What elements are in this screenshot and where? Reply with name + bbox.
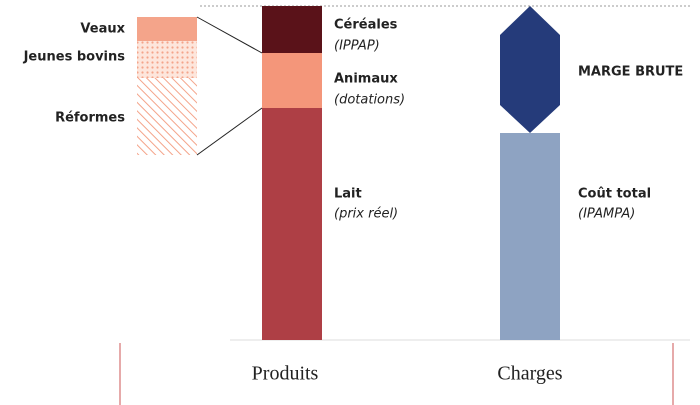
cost-name: Coût total (578, 187, 651, 202)
segment-name: Céréales (334, 18, 398, 33)
connector (196, 16, 263, 54)
animaux-block (262, 53, 322, 108)
segment-note: (IPPAP) (334, 39, 380, 54)
column-label: Produits (252, 363, 319, 385)
marge-shape (500, 6, 560, 133)
reformes-block (137, 78, 197, 155)
margin-label: MARGE BRUTE (578, 65, 683, 80)
cereales-block (262, 6, 322, 53)
cout-block (500, 133, 560, 340)
detail-label: Jeunes bovins (23, 50, 126, 65)
detail-label: Veaux (80, 22, 125, 37)
segment-name: Lait (334, 187, 362, 202)
segment-note: (prix réel) (334, 207, 398, 222)
detail-label: Réformes (55, 111, 125, 126)
jeunes-bovins-block (137, 41, 197, 78)
cost-note: (IPAMPA) (578, 207, 635, 222)
segment-note: (dotations) (334, 93, 405, 108)
lait-block (262, 108, 322, 340)
segment-name: Animaux (334, 72, 398, 87)
column-label: Charges (497, 363, 562, 385)
connector (196, 107, 263, 156)
veaux-block (137, 17, 197, 41)
